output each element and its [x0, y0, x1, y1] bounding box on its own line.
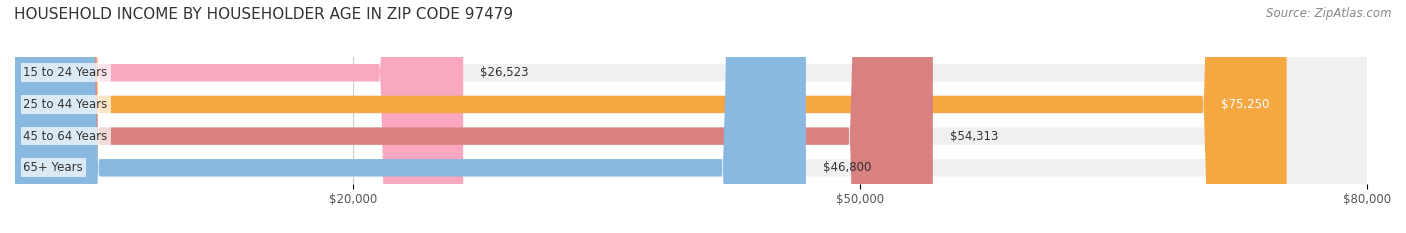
- Text: $54,313: $54,313: [949, 130, 998, 143]
- FancyBboxPatch shape: [15, 0, 463, 233]
- Text: 25 to 44 Years: 25 to 44 Years: [24, 98, 108, 111]
- Text: HOUSEHOLD INCOME BY HOUSEHOLDER AGE IN ZIP CODE 97479: HOUSEHOLD INCOME BY HOUSEHOLDER AGE IN Z…: [14, 7, 513, 22]
- FancyBboxPatch shape: [15, 0, 1286, 233]
- FancyBboxPatch shape: [15, 0, 1367, 233]
- FancyBboxPatch shape: [15, 0, 1367, 233]
- Text: 45 to 64 Years: 45 to 64 Years: [24, 130, 108, 143]
- Text: 15 to 24 Years: 15 to 24 Years: [24, 66, 108, 79]
- Text: 65+ Years: 65+ Years: [24, 161, 83, 174]
- Text: $75,250: $75,250: [1222, 98, 1270, 111]
- FancyBboxPatch shape: [15, 0, 806, 233]
- Text: Source: ZipAtlas.com: Source: ZipAtlas.com: [1267, 7, 1392, 20]
- FancyBboxPatch shape: [15, 0, 1367, 233]
- FancyBboxPatch shape: [15, 0, 1367, 233]
- FancyBboxPatch shape: [15, 0, 932, 233]
- Text: $46,800: $46,800: [823, 161, 872, 174]
- Text: $26,523: $26,523: [479, 66, 529, 79]
